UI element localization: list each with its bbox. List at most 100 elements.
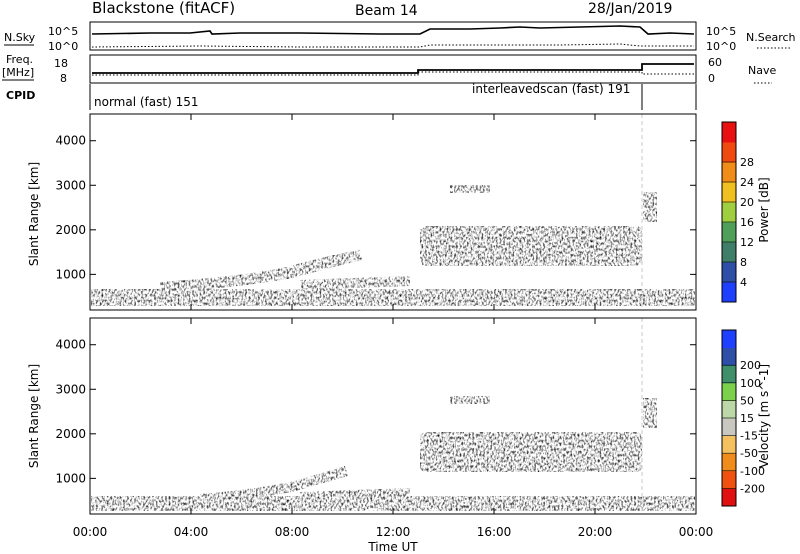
velocity-colorbar-tick-label: -15 <box>740 430 758 443</box>
power-colorbar-tick-label: 8 <box>740 256 747 269</box>
power-panel: 1000 2000 3000 4000 Slant Range [km] 4 8 12 16… <box>27 113 771 311</box>
velocity-upper-patch <box>450 396 490 404</box>
velocity-colorbar-tick-label: 200 <box>740 359 761 372</box>
velocity-ytick-label: 2000 <box>55 427 86 441</box>
power-colorbar-segment <box>722 142 736 163</box>
power-interleaved-echo-hot <box>440 244 500 252</box>
power-mid-echo <box>300 276 410 290</box>
power-features <box>91 185 695 306</box>
noise-tick-right-bottom: 10^0 <box>706 40 736 53</box>
time-axis: 00:00 04:00 08:00 12:00 16:00 20:00 00:00 <box>73 114 714 539</box>
noise-search-label: N.Search <box>746 31 796 44</box>
power-late-echo <box>643 192 657 222</box>
power-y-label: Slant Range [km] <box>27 162 41 266</box>
velocity-colorbar-tick-label: -200 <box>740 482 765 495</box>
power-ytick-label: 4000 <box>55 134 86 148</box>
noise-tick-left-top: 10^5 <box>48 25 78 38</box>
nave-trace <box>92 71 694 76</box>
power-rising-echo <box>160 250 362 292</box>
cpid-label: CPID <box>6 89 35 102</box>
freq-tick-top: 18 <box>54 57 68 70</box>
velocity-features <box>91 396 695 511</box>
freq-trace <box>92 63 694 74</box>
nave-tick-top: 60 <box>708 56 722 69</box>
velocity-colorbar-segment <box>722 453 736 472</box>
velocity-colorbar-segment <box>722 347 736 366</box>
noise-tick-left-bottom: 10^0 <box>48 40 78 53</box>
power-colorbar-frame <box>721 121 737 303</box>
noise-panel: N.Sky N.Search 10^5 10^0 10^5 10^0 <box>4 21 796 53</box>
velocity-rising-echo <box>200 466 348 502</box>
power-colorbar-tick-label: 12 <box>740 236 754 249</box>
nave-label: Nave <box>748 64 776 77</box>
station-title: Blackstone (fitACF) <box>92 0 235 17</box>
velocity-colorbar-tick-label: 50 <box>740 394 754 407</box>
time-tick-label: 16:00 <box>477 525 512 539</box>
power-colorbar-segment <box>722 122 736 143</box>
time-tick-label: 00:00 <box>73 525 108 539</box>
velocity-colorbar-segment <box>722 400 736 419</box>
power-upper-patch <box>450 185 490 193</box>
velocity-ytick-label: 1000 <box>55 471 86 485</box>
noise-tick-right-top: 10^5 <box>706 25 736 38</box>
velocity-colorbar-segment <box>722 470 736 489</box>
time-tick-label: 08:00 <box>275 525 310 539</box>
date-title: 28/Jan/2019 <box>588 1 672 17</box>
time-tick-label: 04:00 <box>174 525 209 539</box>
cpid-mode-interleaved: interleavedscan (fast) 191 <box>472 82 630 96</box>
noise-sky-label: N.Sky <box>4 31 36 44</box>
velocity-ytick-label: 4000 <box>55 338 86 352</box>
freq-panel: Freq. [MHz] 18 8 60 0 Nave <box>2 53 776 85</box>
power-near-range-band-hot <box>120 296 420 301</box>
velocity-colorbar: -200 -100 -50 -15 15 50 100 200 <box>721 329 765 507</box>
velocity-y-ticks: 1000 2000 3000 4000 <box>55 338 696 485</box>
power-colorbar-tick-label: 4 <box>740 276 747 289</box>
velocity-interleaved-echo <box>420 432 642 472</box>
power-colorbar-tick-label: 28 <box>740 156 754 169</box>
velocity-colorbar-segment <box>722 330 736 349</box>
power-ytick-label: 1000 <box>55 267 86 281</box>
power-colorbar-segment <box>722 222 736 243</box>
noise-search-trace <box>91 43 694 48</box>
power-colorbar-tick-label: 16 <box>740 216 754 229</box>
power-colorbar-segment <box>722 202 736 223</box>
power-near-range-band-hot2 <box>560 295 640 301</box>
cpid-mode-normal: normal (fast) 151 <box>94 95 198 109</box>
time-tick-label: 20:00 <box>578 525 613 539</box>
beam-title: Beam 14 <box>355 3 418 19</box>
freq-tick-bottom: 8 <box>60 72 67 85</box>
nave-tick-bottom: 0 <box>708 72 715 85</box>
power-colorbar-label: Power [dB] <box>757 177 771 242</box>
velocity-y-label: Slant Range [km] <box>27 364 41 468</box>
velocity-plot-area <box>91 318 695 514</box>
velocity-panel: 1000 2000 3000 4000 Slant Range [km] -200 -1… <box>27 317 771 515</box>
velocity-colorbar-segment <box>722 488 736 507</box>
velocity-colorbar-segment <box>722 365 736 384</box>
power-plot-area <box>91 114 695 310</box>
power-y-ticks: 1000 2000 3000 4000 <box>55 134 696 281</box>
power-colorbar-segment <box>722 262 736 283</box>
power-colorbar: 4 8 12 16 20 24 28 <box>721 121 754 303</box>
velocity-colorbar-segment <box>722 418 736 437</box>
power-colorbar-segment <box>722 242 736 263</box>
time-tick-label: 12:00 <box>376 525 411 539</box>
cpid-panel: CPID normal (fast) 151 interleavedscan (… <box>6 82 697 110</box>
power-ytick-label: 2000 <box>55 223 86 237</box>
time-tick-label: 00:00 <box>679 525 714 539</box>
power-ytick-label: 3000 <box>55 178 86 192</box>
velocity-late-echo <box>643 398 657 428</box>
noise-sky-trace <box>91 25 695 35</box>
power-colorbar-tick-label: 24 <box>740 176 754 189</box>
velocity-ytick-label: 3000 <box>55 382 86 396</box>
power-colorbar-segment <box>722 282 736 303</box>
velocity-colorbar-tick-label: -100 <box>740 465 765 478</box>
freq-label-line2: [MHz] <box>2 66 34 79</box>
velocity-colorbar-tick-label: 15 <box>740 412 754 425</box>
velocity-colorbar-tick-label: -50 <box>740 447 758 460</box>
velocity-colorbar-label: Velocity [m s^-1] <box>757 364 771 468</box>
velocity-near-range-band-slow <box>420 500 620 508</box>
velocity-colorbar-tick-label: 100 <box>740 377 761 390</box>
power-colorbar-segment <box>722 162 736 183</box>
time-axis-label: Time UT <box>367 540 418 554</box>
